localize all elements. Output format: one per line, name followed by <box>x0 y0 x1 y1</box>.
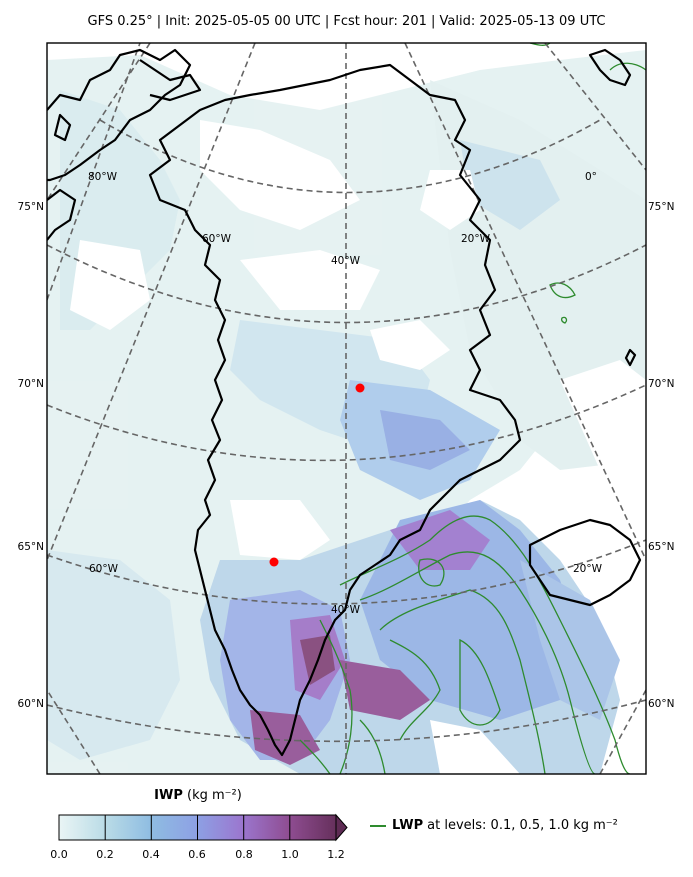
colorbar <box>58 813 348 842</box>
parallel-label-right-65n: 65°N <box>648 541 674 553</box>
meridian-label-60w-upper: 60°W <box>202 233 232 245</box>
meridian-label-40w-upper: 40°W <box>331 255 361 267</box>
lwp-legend-label: LWP <box>392 818 424 833</box>
red-point-2 <box>269 557 279 567</box>
meridian-label-40w-lower: 40°W <box>331 604 361 616</box>
colorbar-tick-6: 1.2 <box>327 848 345 861</box>
colorbar-tick-0: 0.0 <box>50 848 68 861</box>
colorbar-tick-1: 0.2 <box>96 848 114 861</box>
lwp-contours <box>299 43 646 774</box>
figure-title: GFS 0.25° | Init: 2025-05-05 00 UTC | Fc… <box>87 14 606 29</box>
meridian-label-80w: 80°W <box>88 171 118 183</box>
parallel-label-left-75n: 75°N <box>18 201 44 213</box>
parallel-label-left-70n: 70°N <box>18 378 44 390</box>
colorbar-title: IWP (kg m⁻²) <box>60 788 336 803</box>
meridian-label-20w-lower: 20°W <box>573 563 603 575</box>
red-point-1 <box>355 383 365 393</box>
colorbar-tick-5: 1.0 <box>281 848 299 861</box>
lwp-legend: LWP at levels: 0.1, 0.5, 1.0 kg m⁻² <box>370 818 618 833</box>
coastlines <box>47 48 642 757</box>
colorbar-units: (kg m⁻²) <box>187 788 242 803</box>
clear-areas <box>70 120 646 774</box>
parallel-label-left-60n: 60°N <box>18 698 44 710</box>
parallel-label-right-75n: 75°N <box>648 201 674 213</box>
parallel-label-right-70n: 70°N <box>648 378 674 390</box>
colorbar-tick-2: 0.4 <box>142 848 160 861</box>
parallel-label-left-65n: 65°N <box>18 541 44 553</box>
meridian-label-0: 0° <box>585 171 597 183</box>
lwp-line-swatch <box>370 824 386 827</box>
lwp-legend-text: at levels: 0.1, 0.5, 1.0 kg m⁻² <box>427 818 618 833</box>
meridian-label-60w-lower: 60°W <box>89 563 119 575</box>
colorbar-variable: IWP <box>154 788 183 803</box>
parallel-label-right-60n: 60°N <box>648 698 674 710</box>
map-frame <box>46 42 647 775</box>
map-panel: 80°W 60°W 40°W 20°W 0° 60°W 40°W 20°W <box>47 43 646 774</box>
meridian-label-20w-upper: 20°W <box>461 233 491 245</box>
colorbar-tick-4: 0.8 <box>235 848 253 861</box>
colorbar-tick-3: 0.6 <box>188 848 206 861</box>
